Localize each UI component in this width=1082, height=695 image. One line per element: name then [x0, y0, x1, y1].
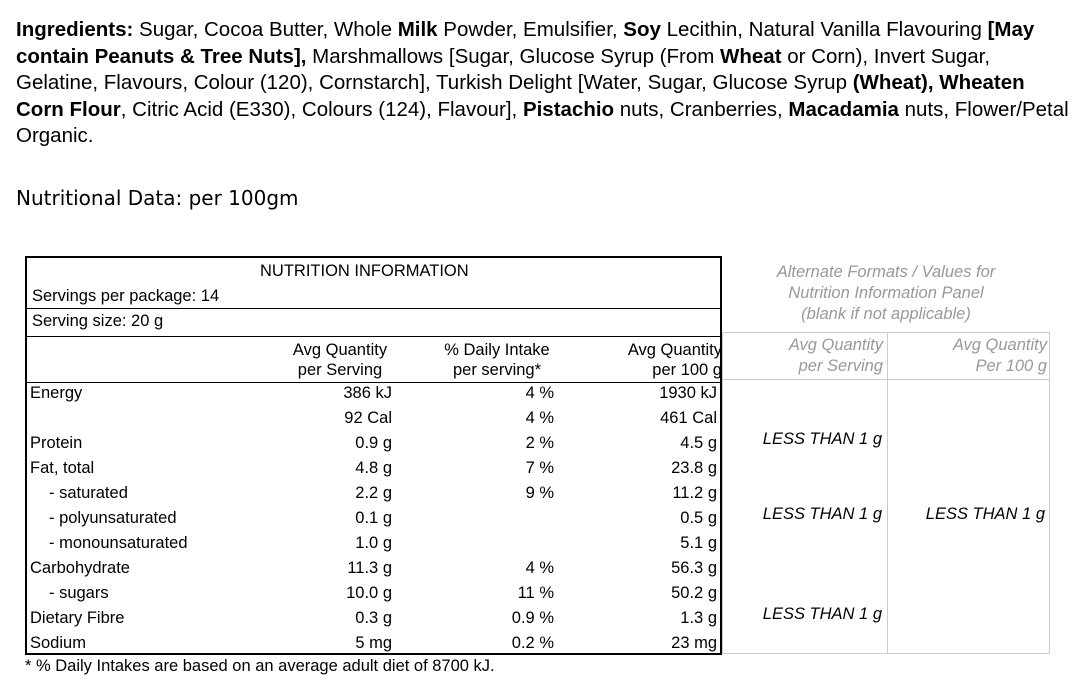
ingredients-segment: [May contain Peanuts & Tree Nuts], [16, 18, 1035, 68]
daily-intake-footnote: * % Daily Intakes are based on an averag… [25, 657, 495, 675]
value-daily-intake: 11 % [517, 584, 554, 602]
value-per-serving: 4.8 g [355, 459, 392, 477]
nutrient-row: Carbohydrate 11.3 g 4 % 56.3 g [27, 556, 720, 581]
ingredients-segment: Wheat [720, 44, 782, 68]
nutrient-rows: Energy 386 kJ 4 % 1930 kJ 92 Cal 4 % 461 Cal Pr… [27, 383, 720, 653]
ingredients-segment: Sugar, Cocoa Butter, Whole [133, 18, 398, 41]
ingredients-segment: Pistachio [522, 97, 615, 121]
nutrient-row: Energy 386 kJ 4 % 1930 kJ [27, 381, 720, 406]
nutrient-label: Protein [30, 434, 83, 452]
nutrient-row: - polyunsaturated 0.1 g 0.5 g [27, 506, 720, 531]
nutritional-data-heading: Nutritional Data: per 100gm [16, 186, 299, 210]
nutrient-row: Sodium 5 mg 0.2 % 23 mg [27, 631, 720, 656]
nutrient-label: Energy [30, 384, 83, 402]
nutrient-row: Fat, total 4.8 g 7 % 23.8 g [27, 456, 720, 481]
nutrient-label: Sodium [30, 634, 86, 652]
nutrient-label: Dietary Fibre [30, 609, 125, 627]
value-per-100g: 23.8 g [671, 459, 717, 477]
header-per-serving: Avg Quantity per Serving [292, 341, 388, 379]
panel-divider [27, 308, 720, 309]
nutrient-label: Carbohydrate [30, 559, 130, 577]
nutrient-row: 92 Cal 4 % 461 Cal [27, 406, 720, 431]
ingredients-segment: , Citric Acid (E330), Colours (124), Fla… [120, 97, 523, 121]
nutrient-row: - saturated 2.2 g 9 % 11.2 g [27, 481, 720, 506]
nutrient-label: - saturated [49, 484, 128, 502]
value-per-serving: 1.0 g [355, 534, 392, 552]
ingredients-segment: Macadamia [788, 97, 899, 121]
ingredients-segment: nuts, Cranberries, [614, 97, 789, 121]
value-per-serving: 0.9 g [355, 434, 392, 452]
value-per-100g: 23 mg [671, 634, 717, 652]
value-per-serving: 5 mg [355, 634, 392, 652]
value-daily-intake: 0.2 % [511, 634, 554, 652]
value-per-100g: 1930 kJ [659, 384, 717, 402]
alternate-value-per-serving: LESS THAN 1 g [762, 505, 882, 523]
nutrient-row: Protein 0.9 g 2 % 4.5 g [27, 431, 720, 456]
value-daily-intake: 4 % [525, 409, 554, 427]
panel-title: NUTRITION INFORMATION [260, 262, 469, 280]
value-per-100g: 4.5 g [680, 434, 717, 452]
alternate-formats-panel: Alternate Formats / Values for Nutrition… [722, 256, 1050, 654]
value-per-100g: 1.3 g [680, 609, 717, 627]
alternate-value-per-serving: LESS THAN 1 g [762, 605, 882, 623]
nutrient-label: - sugars [49, 584, 109, 602]
value-per-serving: 10.0 g [346, 584, 392, 602]
nutrient-label: - polyunsaturated [49, 509, 177, 527]
panel-header: NUTRITION INFORMATION Servings per packa… [27, 258, 720, 337]
value-daily-intake: 7 % [525, 459, 554, 477]
alternate-column-divider [887, 333, 888, 653]
ingredients-segment: nuts, Flower/Petal Organic. [16, 97, 1069, 148]
alternate-table: Avg Quantity per Serving Avg Quantity Pe… [722, 332, 1050, 654]
alternate-title: Alternate Formats / Values for Nutrition… [776, 263, 996, 323]
nutrition-information-panel: NUTRITION INFORMATION Servings per packa… [25, 256, 722, 655]
value-per-serving: 92 Cal [344, 409, 392, 427]
ingredients-segment: (Wheat), Wheaten Corn Flour [16, 71, 1025, 121]
value-per-100g: 56.3 g [671, 559, 717, 577]
value-daily-intake: 4 % [525, 384, 554, 402]
alternate-header-per-100g: Avg Quantity Per 100 g [952, 336, 1047, 375]
nutrient-row: - sugars 10.0 g 11 % 50.2 g [27, 581, 720, 606]
header-daily-intake: % Daily Intake per serving* [444, 341, 550, 379]
ingredients-segment: Soy [623, 18, 661, 41]
value-daily-intake: 2 % [525, 434, 554, 452]
value-per-serving: 0.3 g [355, 609, 392, 627]
ingredients-paragraph: Ingredients: Sugar, Cocoa Butter, Whole … [16, 17, 1076, 150]
nutrient-label: Fat, total [30, 459, 95, 477]
nutrient-row: Dietary Fibre 0.3 g 0.9 % 1.3 g [27, 606, 720, 631]
value-daily-intake: 9 % [525, 484, 554, 502]
header-per-100g: Avg Quantity per 100 g [627, 341, 722, 379]
ingredients-segment: Marshmallows [Sugar, Glucose Syrup (From [306, 44, 721, 68]
ingredients-text: Sugar, Cocoa Butter, Whole Milk Powder, … [16, 18, 1069, 147]
value-per-100g: 5.1 g [680, 534, 717, 552]
value-per-serving: 2.2 g [355, 484, 392, 502]
ingredients-segment: Milk [397, 18, 438, 41]
serving-size: Serving size: 20 g [32, 312, 164, 330]
value-per-100g: 11.2 g [672, 484, 717, 502]
value-per-100g: 0.5 g [680, 509, 717, 527]
alternate-value-per-serving: LESS THAN 1 g [762, 430, 882, 448]
ingredients-label: Ingredients: [16, 18, 134, 41]
value-per-100g: 461 Cal [660, 409, 717, 427]
ingredients-segment: Powder, Emulsifier, [437, 18, 624, 41]
column-headers: Avg Quantity per Serving % Daily Intake … [27, 337, 722, 383]
value-daily-intake: 4 % [525, 559, 554, 577]
alternate-header-per-serving: Avg Quantity per Serving [788, 336, 883, 375]
value-per-serving: 0.1 g [355, 509, 392, 527]
nutrient-row: - monounsaturated 1.0 g 5.1 g [27, 531, 720, 556]
value-per-serving: 386 kJ [343, 384, 392, 402]
alternate-value-per-100g: LESS THAN 1 g [925, 505, 1045, 523]
nutrient-label: - monounsaturated [49, 534, 188, 552]
value-per-serving: 11.3 g [347, 559, 392, 577]
ingredients-segment: Lecithin, Natural Vanilla Flavouring [660, 18, 988, 41]
alternate-header-divider [723, 379, 1049, 380]
value-daily-intake: 0.9 % [511, 609, 554, 627]
ingredients-segment: or Corn), Invert Sugar, Gelatine, Flavou… [16, 44, 991, 95]
value-per-100g: 50.2 g [671, 584, 717, 602]
servings-per-package: Servings per package: 14 [32, 287, 220, 305]
